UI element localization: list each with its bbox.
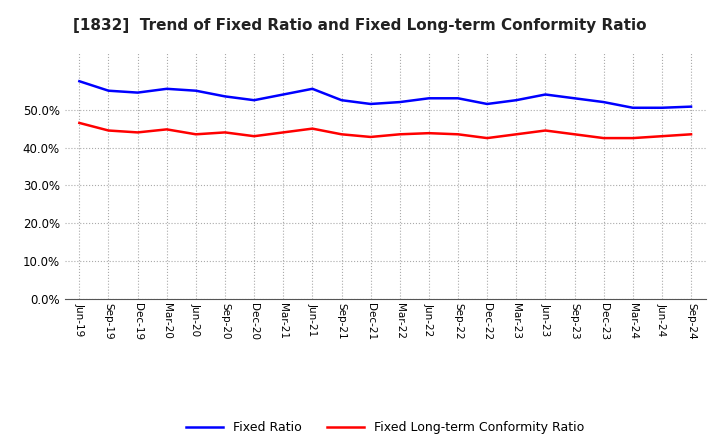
Line: Fixed Ratio: Fixed Ratio	[79, 81, 691, 108]
Fixed Ratio	[308, 86, 317, 92]
Fixed Long-term Conformity Ratio	[629, 136, 637, 141]
Fixed Ratio	[104, 88, 113, 93]
Fixed Ratio	[163, 86, 171, 92]
Fixed Ratio	[75, 79, 84, 84]
Fixed Long-term Conformity Ratio	[541, 128, 550, 133]
Fixed Ratio	[512, 98, 521, 103]
Fixed Ratio	[133, 90, 142, 95]
Fixed Ratio	[657, 105, 666, 110]
Fixed Long-term Conformity Ratio	[512, 132, 521, 137]
Fixed Long-term Conformity Ratio	[687, 132, 696, 137]
Fixed Ratio	[629, 105, 637, 110]
Fixed Ratio	[250, 98, 258, 103]
Fixed Long-term Conformity Ratio	[483, 136, 492, 141]
Fixed Long-term Conformity Ratio	[337, 132, 346, 137]
Fixed Ratio	[220, 94, 229, 99]
Fixed Long-term Conformity Ratio	[395, 132, 404, 137]
Fixed Long-term Conformity Ratio	[75, 120, 84, 125]
Fixed Ratio	[425, 95, 433, 101]
Fixed Long-term Conformity Ratio	[250, 134, 258, 139]
Fixed Ratio	[192, 88, 200, 93]
Fixed Long-term Conformity Ratio	[133, 130, 142, 135]
Text: [1832]  Trend of Fixed Ratio and Fixed Long-term Conformity Ratio: [1832] Trend of Fixed Ratio and Fixed Lo…	[73, 18, 647, 33]
Fixed Ratio	[541, 92, 550, 97]
Fixed Long-term Conformity Ratio	[570, 132, 579, 137]
Fixed Long-term Conformity Ratio	[425, 131, 433, 136]
Fixed Ratio	[483, 101, 492, 106]
Fixed Ratio	[366, 101, 375, 106]
Fixed Long-term Conformity Ratio	[454, 132, 462, 137]
Fixed Long-term Conformity Ratio	[163, 127, 171, 132]
Fixed Ratio	[279, 92, 287, 97]
Fixed Long-term Conformity Ratio	[366, 134, 375, 139]
Fixed Long-term Conformity Ratio	[220, 130, 229, 135]
Fixed Ratio	[599, 99, 608, 105]
Fixed Long-term Conformity Ratio	[308, 126, 317, 131]
Fixed Long-term Conformity Ratio	[657, 134, 666, 139]
Legend: Fixed Ratio, Fixed Long-term Conformity Ratio: Fixed Ratio, Fixed Long-term Conformity …	[181, 416, 590, 439]
Fixed Long-term Conformity Ratio	[279, 130, 287, 135]
Fixed Long-term Conformity Ratio	[104, 128, 113, 133]
Line: Fixed Long-term Conformity Ratio: Fixed Long-term Conformity Ratio	[79, 123, 691, 138]
Fixed Ratio	[687, 104, 696, 109]
Fixed Ratio	[570, 95, 579, 101]
Fixed Long-term Conformity Ratio	[599, 136, 608, 141]
Fixed Ratio	[395, 99, 404, 105]
Fixed Ratio	[454, 95, 462, 101]
Fixed Ratio	[337, 98, 346, 103]
Fixed Long-term Conformity Ratio	[192, 132, 200, 137]
